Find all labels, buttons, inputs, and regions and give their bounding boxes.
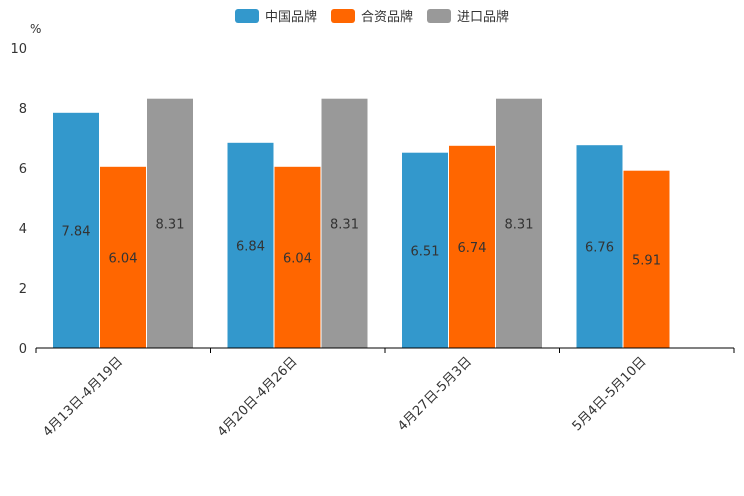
bar-value-label: 8.31 (505, 217, 534, 232)
bar-value-label: 7.84 (62, 224, 91, 239)
bar-value-label: 5.91 (632, 253, 661, 268)
legend-swatch-import-brand (427, 8, 451, 23)
bar-value-label: 6.84 (236, 239, 265, 254)
bar (53, 112, 99, 348)
bar (496, 98, 542, 348)
x-tick-label: 4月20日-4月26日 (215, 354, 301, 440)
bar-value-label: 8.31 (330, 217, 359, 232)
legend-swatch-jv-brand (330, 8, 355, 23)
y-tick-label: 10 (10, 42, 27, 57)
legend-item-import-brand[interactable]: 进口品牌 (427, 6, 509, 25)
legend-item-china-brand[interactable]: 中国品牌 (234, 6, 317, 25)
x-tick-label: 5月4日-5月10日 (570, 354, 650, 434)
y-tick-label: 0 (19, 342, 27, 357)
bar (576, 145, 623, 348)
x-tick-label: 4月27日-5月3日 (395, 354, 475, 434)
legend-label-jv-brand: 合资品牌 (360, 10, 413, 25)
y-tick-label: 4 (19, 222, 27, 237)
bar (147, 98, 193, 348)
y-tick-label: 8 (19, 102, 27, 117)
bar (100, 166, 146, 348)
y-tick-label: 6 (19, 162, 27, 177)
legend-item-jv-brand[interactable]: 合资品牌 (330, 6, 413, 25)
bar (402, 152, 448, 348)
bar-value-label: 6.04 (283, 251, 312, 266)
legend-label-import-brand: 进口品牌 (457, 10, 510, 25)
bar (227, 142, 274, 348)
bar (321, 98, 368, 348)
legend-swatch-china-brand (234, 8, 259, 23)
bar (623, 170, 670, 348)
y-tick-label: 2 (19, 282, 27, 297)
bar-value-label: 6.51 (411, 244, 440, 259)
bar-value-label: 6.04 (109, 251, 138, 266)
bar (449, 145, 495, 348)
x-tick-label: 4月13日-4月19日 (40, 354, 126, 440)
y-axis-unit-label: % (30, 22, 42, 36)
legend-label-china-brand: 中国品牌 (264, 10, 317, 25)
bar-value-label: 6.76 (585, 241, 614, 256)
chart-legend: 中国品牌 合资品牌 进口品牌 (0, 6, 744, 25)
bar (274, 166, 321, 348)
bar-value-label: 6.74 (458, 241, 487, 256)
bar-value-label: 8.31 (156, 217, 185, 232)
